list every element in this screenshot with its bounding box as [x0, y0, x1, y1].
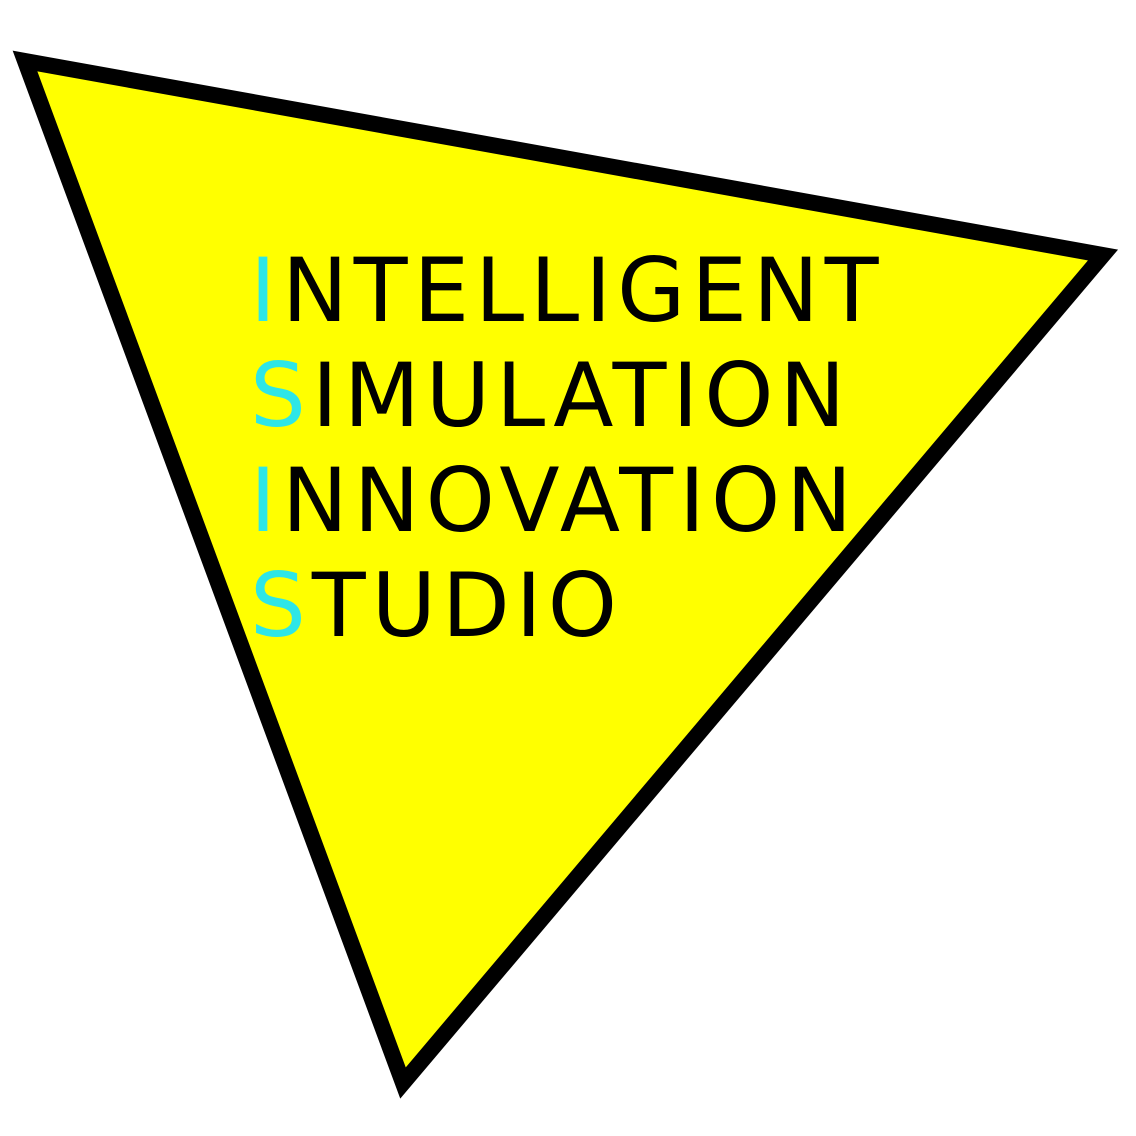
yellow-triangle-shape — [12, 50, 1119, 1099]
wordmark-initial: S — [250, 344, 312, 447]
wordmark-line-simulation: SIMULATION — [250, 343, 885, 448]
logo-wordmark: INTELLIGENT SIMULATION INNOVATION STUDIO — [250, 238, 885, 658]
wordmark-initial: I — [250, 239, 282, 342]
wordmark-initial: I — [250, 449, 282, 552]
wordmark-line-intelligent: INTELLIGENT — [250, 238, 885, 343]
wordmark-line-studio: STUDIO — [250, 553, 885, 658]
wordmark-initial: S — [250, 554, 312, 657]
wordmark-text: NNOVATION — [281, 449, 859, 552]
wordmark-text: TUDIO — [311, 554, 624, 657]
wordmark-text: NTELLIGENT — [281, 239, 885, 342]
wordmark-text: IMULATION — [311, 344, 852, 447]
wordmark-line-innovation: INNOVATION — [250, 448, 885, 553]
